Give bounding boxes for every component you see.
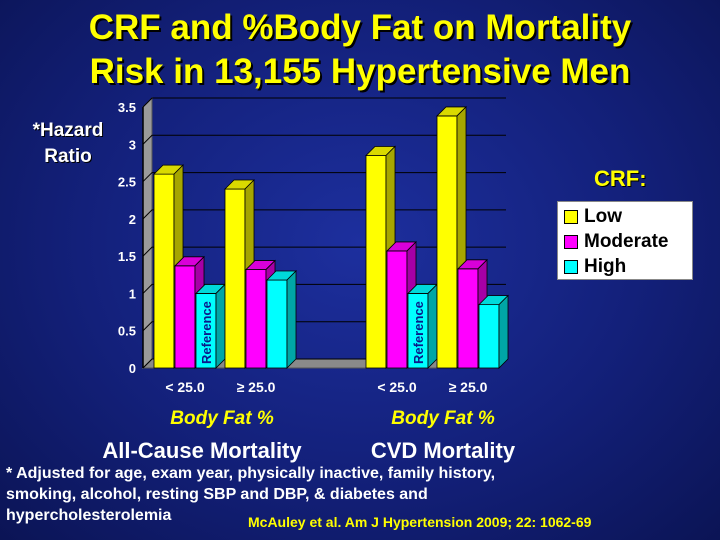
legend-swatch [564, 209, 578, 224]
x-axis-label: Body Fat % [170, 408, 274, 429]
y-tick-label: 1 [129, 286, 136, 301]
group-label: All-Cause Mortality [102, 438, 302, 463]
legend-swatch [564, 259, 578, 274]
title-line-1: CRF and %Body Fat on Mortality [88, 8, 632, 47]
y-tick-label: 3 [129, 137, 136, 152]
legend-title: CRF: [594, 166, 647, 191]
chart-side-wall [142, 96, 153, 370]
bar-high [478, 304, 500, 369]
bar-side [286, 270, 297, 369]
footnote-line-2: smoking, alcohol, resting SBP and DBP, &… [6, 486, 428, 503]
legend-label: Moderate [584, 230, 669, 252]
bar-low [365, 155, 387, 369]
y-tick-label: 3.5 [118, 100, 136, 115]
legend-label: Low [584, 205, 622, 227]
y-tick-label: 0.5 [118, 324, 136, 339]
y-tick-label: 0 [129, 361, 136, 376]
footnote-line-3: hypercholesterolemia [6, 507, 172, 524]
x-tick-label: < 25.0 [377, 379, 417, 395]
bar-low [153, 173, 175, 369]
legend-item-low: Low [564, 204, 692, 229]
bar-side [215, 283, 226, 369]
bar-side [427, 283, 438, 369]
bar-moderate [245, 269, 267, 369]
title-line-2: Risk in 13,155 Hypertensive Men [89, 52, 631, 91]
legend: Low Moderate High [557, 201, 693, 280]
y-tick-label: 2 [129, 212, 136, 227]
citation: McAuley et al. Am J Hypertension 2009; 2… [248, 514, 592, 530]
bar-moderate [386, 250, 408, 369]
x-tick-label: < 25.0 [165, 379, 205, 395]
legend-swatch [564, 234, 578, 249]
x-axis-label: Body Fat % [391, 408, 495, 429]
x-tick-label: ≥ 25.0 [237, 379, 276, 395]
bar-moderate [174, 265, 196, 369]
legend-item-high: High [564, 254, 692, 279]
footnote-line-1: * Adjusted for age, exam year, physicall… [6, 465, 496, 482]
reference-label: Reference [199, 301, 214, 364]
bar-low [224, 188, 246, 369]
bar-high [266, 279, 288, 369]
chart-title: CRF and %Body Fat on Mortality Risk in 1… [0, 6, 720, 94]
y-tick-label: 2.5 [118, 175, 136, 190]
legend-label: High [584, 255, 627, 277]
group-label: CVD Mortality [371, 438, 516, 463]
footnote: * Adjusted for age, exam year, physicall… [6, 463, 606, 526]
y-tick-label: 1.5 [118, 249, 136, 264]
bar-low [436, 115, 458, 369]
y-axis-label-line-1: *Hazard [32, 120, 104, 141]
legend-item-moderate: Moderate [564, 229, 692, 254]
y-axis-label: *Hazard Ratio [18, 118, 118, 170]
reference-label: Reference [411, 301, 426, 364]
x-tick-label: ≥ 25.0 [449, 379, 488, 395]
y-axis-label-line-2: Ratio [44, 146, 92, 167]
bar-side [498, 294, 509, 369]
gridline [142, 97, 506, 108]
gridline [142, 134, 506, 145]
bar-moderate [457, 268, 479, 369]
